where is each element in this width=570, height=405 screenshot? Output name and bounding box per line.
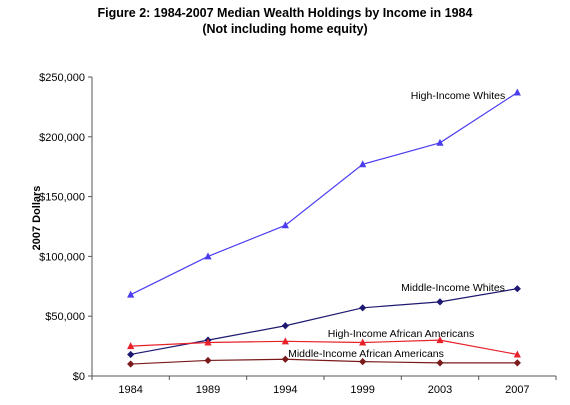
data-point: [359, 358, 367, 366]
data-point: [359, 338, 367, 346]
series-label: High-Income African Americans: [328, 328, 474, 340]
y-tick-label: $250,000: [39, 72, 85, 84]
data-point: [436, 336, 444, 344]
axes: [88, 76, 557, 380]
x-tick-label: 1999: [350, 384, 374, 396]
y-tick-label: $150,000: [39, 192, 85, 204]
x-tick-label: 2003: [428, 384, 452, 396]
data-point: [127, 350, 135, 359]
series-markers: [127, 88, 521, 368]
y-tick-label: $200,000: [39, 132, 85, 144]
data-point: [513, 88, 521, 96]
data-point: [513, 350, 521, 358]
chart-subtitle: (Not including home equity): [202, 22, 368, 36]
data-point: [436, 298, 444, 306]
data-point: [204, 252, 212, 260]
data-point: [281, 221, 289, 229]
x-tick-label: 1989: [196, 384, 220, 396]
series-labels: High-Income Whites Middle-Income Whites Hi…: [288, 90, 505, 360]
data-point: [513, 359, 521, 367]
chart-title: Figure 2: 1984-2007 Median Wealth Holdin…: [97, 6, 473, 20]
y-tick-label: $0: [73, 371, 85, 383]
data-point: [281, 337, 289, 345]
data-point: [436, 359, 444, 367]
data-point: [204, 356, 212, 365]
x-tick-label: 2007: [505, 384, 529, 396]
data-point: [204, 338, 212, 346]
data-point: [281, 355, 289, 363]
data-point: [127, 342, 135, 350]
series-label: High-Income Whites: [411, 90, 506, 102]
data-point: [359, 160, 367, 168]
series-line-0: [130, 92, 518, 296]
series-line-1: [130, 288, 518, 356]
data-point: [127, 290, 135, 298]
y-tick-label: $50,000: [45, 311, 85, 323]
x-tick-label: 1984: [118, 384, 142, 396]
series-label: Middle-Income African Americans: [288, 348, 444, 360]
series-line-3: [130, 358, 518, 365]
data-point: [359, 304, 367, 312]
data-point: [513, 285, 521, 293]
data-point: [436, 138, 444, 146]
series-label: Middle-Income Whites: [401, 282, 505, 294]
series-line-2: [130, 339, 518, 356]
data-point: [281, 322, 289, 330]
tick-labels: $0 $50,000 $100,000 $150,000 $200,000 $250,00…: [39, 72, 529, 396]
x-tick-label: 1994: [273, 384, 297, 396]
y-axis-label: 2007 Dollars: [31, 186, 43, 251]
data-point: [127, 360, 135, 368]
y-tick-label: $100,000: [39, 251, 85, 263]
series-lines: [130, 92, 518, 365]
